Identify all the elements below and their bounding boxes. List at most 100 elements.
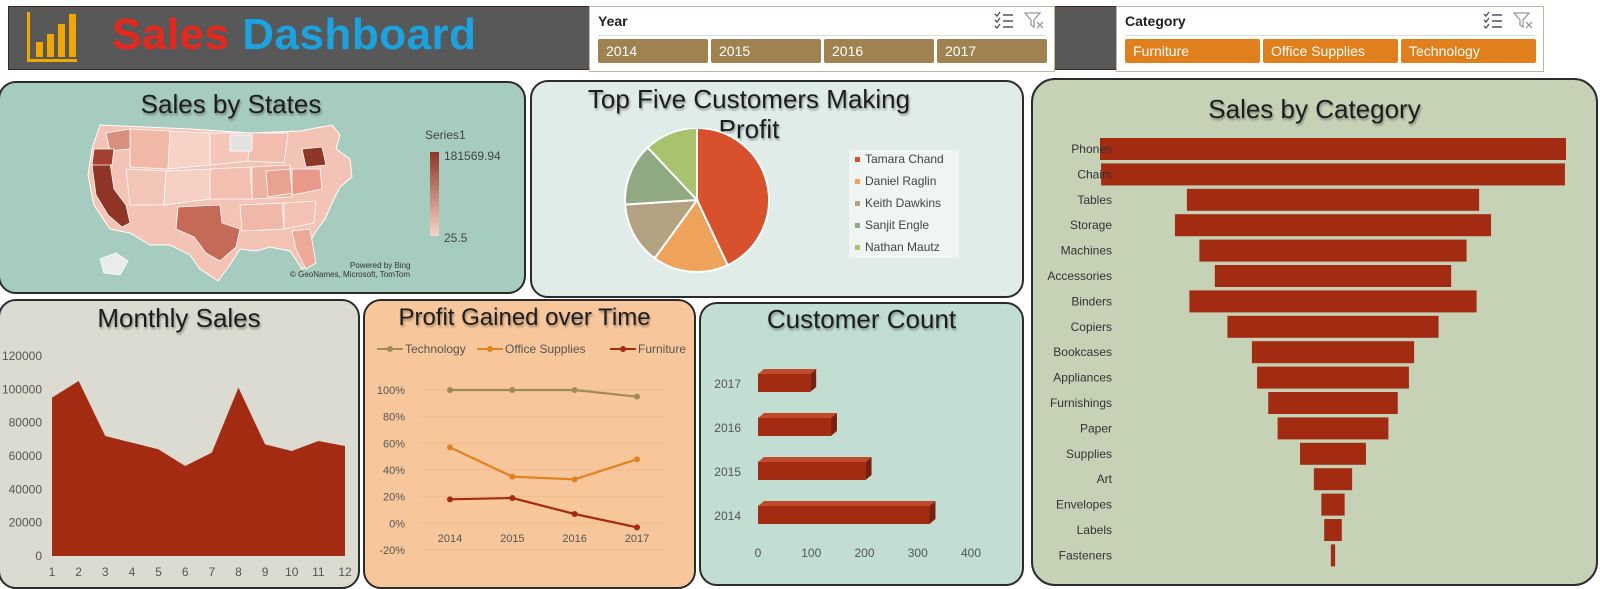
funnel-bar[interactable] [1100, 138, 1566, 160]
category-label: Phones [1071, 142, 1112, 156]
series-line[interactable] [450, 388, 638, 398]
year-2015-button[interactable]: 2015 [711, 39, 821, 63]
category-technology-button[interactable]: Technology [1401, 39, 1536, 63]
funnel-bar[interactable] [1321, 493, 1345, 516]
bar[interactable] [758, 462, 866, 480]
bar[interactable] [758, 374, 811, 392]
y-tick-label: 80000 [9, 416, 43, 430]
area-series[interactable] [52, 381, 345, 556]
funnel-bar[interactable] [1186, 188, 1480, 211]
data-point[interactable] [634, 456, 640, 463]
year-2016-button[interactable]: 2016 [824, 39, 934, 63]
funnel-bar[interactable] [1300, 442, 1366, 465]
category-label: Accessories [1047, 269, 1112, 283]
data-point[interactable] [509, 495, 516, 501]
category-slicer: Category Furniture Office Supplies Technol… [1116, 6, 1544, 72]
data-point[interactable] [571, 387, 578, 393]
pie-chart[interactable] [624, 128, 784, 278]
top-customers-panel: Top Five Customers Making Profit Tamara … [530, 80, 1024, 298]
bar-chart[interactable]: 2017 2016 2015 2014 0 100 200 300 400 [701, 344, 1023, 584]
line-chart[interactable]: Technology Office Supplies Furniture -20% 0%… [365, 333, 695, 588]
data-point[interactable] [509, 473, 516, 480]
year-2014-button[interactable]: 2014 [598, 39, 708, 63]
y-tick-label: 2015 [714, 465, 741, 479]
funnel-bar[interactable] [1257, 366, 1409, 389]
legend-swatch [855, 201, 860, 207]
legend-entry: Sanjit Engle [855, 218, 929, 232]
category-office-supplies-button[interactable]: Office Supplies [1263, 39, 1398, 63]
funnel-bar[interactable] [1101, 163, 1565, 186]
data-point[interactable] [509, 387, 516, 393]
data-point[interactable] [634, 524, 640, 531]
panel-title: Customer Count [766, 304, 957, 334]
pie-slice[interactable] [653, 198, 729, 273]
x-tick-label: 8 [235, 565, 242, 579]
multi-select-icon[interactable] [994, 11, 1014, 29]
funnel-bar[interactable] [1313, 468, 1353, 491]
legend-label: Nathan Mautz [865, 240, 940, 254]
bar[interactable] [758, 506, 930, 524]
legend-entry: Daniel Raglin [855, 174, 936, 188]
y-tick-label: 20% [383, 492, 405, 504]
funnel-bar[interactable] [1199, 239, 1467, 262]
legend-label: Furniture [638, 342, 686, 356]
data-point[interactable] [571, 511, 578, 517]
x-tick-label: 200 [854, 546, 874, 560]
dashboard-title: Sales Dashboard [112, 10, 477, 60]
funnel-bar[interactable] [1330, 544, 1336, 567]
category-label: Appliances [1053, 371, 1112, 385]
us-map[interactable] [70, 119, 360, 289]
category-furniture-button[interactable]: Furniture [1125, 39, 1260, 63]
y-tick-label: 100000 [2, 382, 42, 396]
category-label: Chairs [1077, 167, 1112, 181]
funnel-bar[interactable] [1324, 519, 1342, 541]
bar-top-face [758, 413, 837, 418]
category-label: Paper [1080, 421, 1112, 435]
funnel-bar[interactable] [1251, 341, 1415, 364]
legend-swatch [855, 179, 860, 185]
legend-entry: Nathan Mautz [855, 240, 940, 254]
y-tick-label: 20000 [9, 516, 43, 530]
clear-filter-icon[interactable] [1513, 11, 1533, 29]
clear-filter-icon[interactable] [1024, 11, 1044, 29]
funnel-bar[interactable] [1214, 265, 1452, 287]
pie-slice[interactable] [624, 198, 700, 260]
data-point[interactable] [447, 387, 453, 393]
category-label: Labels [1077, 523, 1112, 537]
title-word-dashboard: Dashboard [242, 10, 477, 59]
bar-top-face [758, 369, 817, 374]
funnel-bar[interactable] [1227, 315, 1439, 338]
series-line[interactable] [449, 446, 638, 481]
legend-swatch [855, 223, 860, 229]
pie-slice[interactable] [646, 128, 698, 203]
year-2017-button[interactable]: 2017 [937, 39, 1047, 63]
data-point[interactable] [634, 393, 640, 400]
panel-title-line1: Top Five Customers Making [587, 84, 911, 114]
bar-top-face [758, 501, 936, 506]
bar[interactable] [758, 418, 831, 436]
y-tick-label: 80% [383, 412, 405, 424]
data-point[interactable] [447, 444, 453, 451]
category-label: Storage [1070, 218, 1112, 232]
legend-marker [620, 346, 626, 352]
legend-marker [487, 346, 493, 352]
funnel-bar[interactable] [1174, 214, 1492, 237]
multi-select-icon[interactable] [1483, 11, 1503, 29]
funnel-bar[interactable] [1268, 392, 1398, 414]
x-tick-label: 0 [755, 546, 762, 560]
pie-slice[interactable] [696, 128, 770, 267]
legend-label: Tamara Chand [865, 152, 944, 166]
category-label: Art [1097, 472, 1113, 486]
data-point[interactable] [571, 476, 578, 483]
x-tick-label: 4 [129, 565, 136, 579]
data-point[interactable] [447, 496, 453, 503]
legend-label: Daniel Raglin [865, 174, 937, 188]
legend-label: Keith Dawkins [865, 196, 942, 210]
funnel-bar[interactable] [1189, 290, 1477, 313]
bar-chart-icon [27, 12, 77, 62]
series-line[interactable] [449, 496, 638, 529]
funnel-chart[interactable]: Phones Chairs Tables Storage Machines Accesso… [1033, 138, 1598, 578]
pie-slice[interactable] [624, 146, 700, 206]
funnel-bar[interactable] [1277, 417, 1389, 440]
